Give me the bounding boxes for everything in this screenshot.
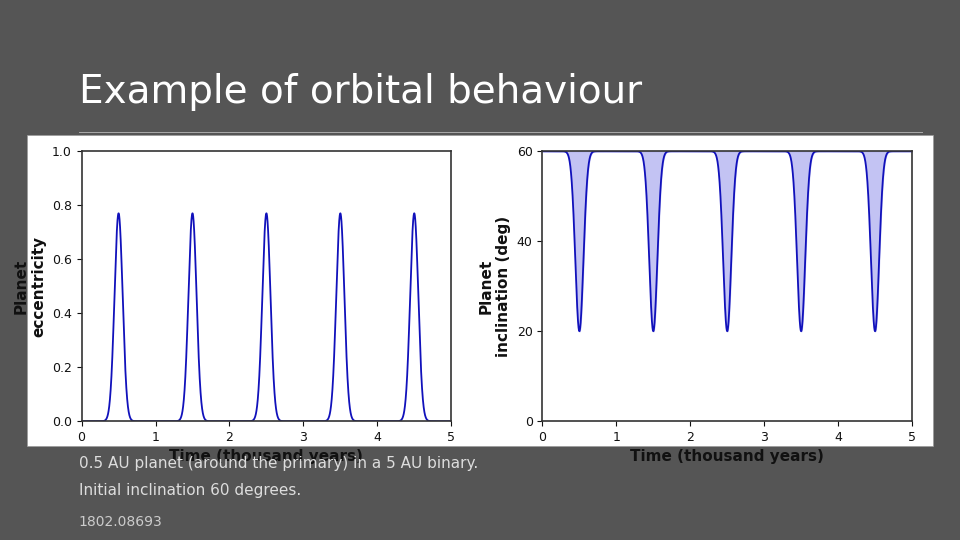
Text: Initial inclination 60 degrees.: Initial inclination 60 degrees. (79, 483, 301, 498)
Text: 0.5 AU planet (around the primary) in a 5 AU binary.: 0.5 AU planet (around the primary) in a … (79, 456, 478, 471)
Y-axis label: Planet
inclination (deg): Planet inclination (deg) (479, 215, 512, 357)
Text: Example of orbital behaviour: Example of orbital behaviour (79, 73, 642, 111)
Y-axis label: Planet
eccentricity: Planet eccentricity (14, 235, 46, 337)
Text: 1802.08693: 1802.08693 (79, 515, 162, 529)
X-axis label: Time (thousand years): Time (thousand years) (170, 449, 363, 464)
X-axis label: Time (thousand years): Time (thousand years) (631, 449, 824, 464)
